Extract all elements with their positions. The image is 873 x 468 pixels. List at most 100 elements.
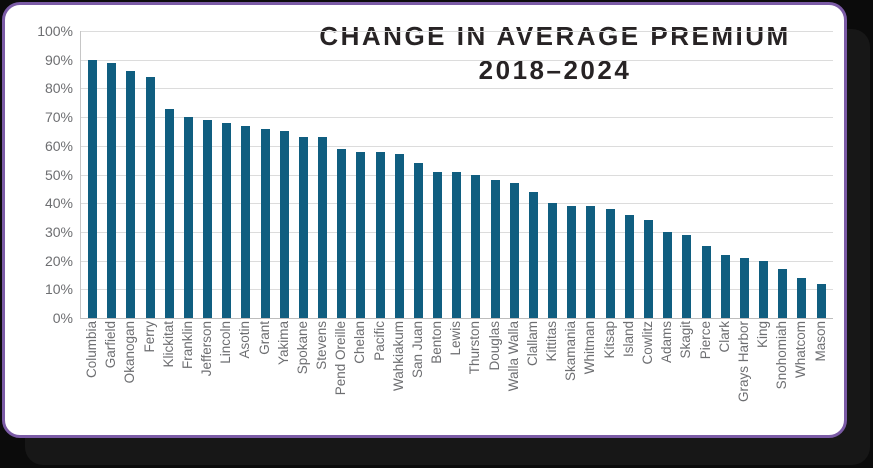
x-label-cell-franklin: Franklin <box>179 321 195 370</box>
bar-asotin <box>241 125 251 318</box>
bar-series <box>81 31 833 318</box>
bar-clark <box>720 254 730 318</box>
x-label-cell-island: Island <box>620 321 636 358</box>
x-label-jefferson: Jefferson <box>199 321 215 377</box>
bar-pacific <box>375 151 385 318</box>
x-label-cell-king: King <box>755 321 771 349</box>
x-label-pierce: Pierce <box>697 321 713 360</box>
gridline-80 <box>81 88 833 90</box>
y-tick-50: 50% <box>44 166 73 183</box>
x-label-cell-klickitat: Klickitat <box>160 321 176 368</box>
bar-adams <box>663 231 673 318</box>
x-label-cell-clallam: Clallam <box>525 321 540 366</box>
y-tick-70: 70% <box>44 109 73 126</box>
x-label-cell-kitsap: Kitsap <box>602 321 617 359</box>
x-label-cell-pierce: Pierce <box>697 321 713 360</box>
x-label-cell-clark: Clark <box>716 321 732 353</box>
x-label-snohomiah: Snohomiah <box>774 321 790 390</box>
x-label-cell-skamania: Skamania <box>563 321 579 382</box>
x-label-lewis: Lewis <box>448 321 464 356</box>
x-label-cell-lincoln: Lincoln <box>218 321 234 364</box>
x-label-asotin: Asotin <box>237 321 253 359</box>
x-label-cell-kittitas: Kittitas <box>544 321 559 362</box>
bar-clallam <box>528 191 538 318</box>
bar-wahkiakum <box>394 154 404 318</box>
x-label-franklin: Franklin <box>179 321 195 370</box>
x-label-thurston: Thurston <box>467 321 483 375</box>
bar-grays-harbor <box>739 257 749 318</box>
x-label-garfield: Garfield <box>103 321 119 369</box>
bar-king <box>759 260 769 318</box>
gridline-70 <box>81 117 833 119</box>
x-label-cell-benton: Benton <box>429 321 445 364</box>
x-label-cell-ferry: Ferry <box>141 321 157 353</box>
y-tick-80: 80% <box>44 80 73 97</box>
bar-pierce <box>701 246 711 318</box>
x-label-cowlitz: Cowlitz <box>639 321 655 365</box>
x-label-cell-asotin: Asotin <box>237 321 253 359</box>
bar-kitsap <box>605 208 615 318</box>
x-label-cell-mason: Mason <box>813 321 828 362</box>
x-label-pend-oreille: Pend Oreille <box>333 321 349 396</box>
x-axis-category-labels: Columbia Garfield Okanogan Ferry Klickitat Fr… <box>80 321 832 439</box>
x-label-ferry: Ferry <box>141 321 157 353</box>
x-label-king: King <box>755 321 771 349</box>
x-label-san-juan: San Juan <box>409 321 425 379</box>
x-label-cell-garfield: Garfield <box>103 321 119 369</box>
x-label-walla-walla: Walla Walla <box>505 321 521 392</box>
x-label-okanogan: Okanogan <box>122 321 138 384</box>
x-label-skamania: Skamania <box>563 321 579 382</box>
x-label-cell-douglas: Douglas <box>486 321 502 371</box>
x-label-grant: Grant <box>256 321 272 355</box>
x-label-columbia: Columbia <box>84 321 99 379</box>
x-label-cell-whatcom: Whatcom <box>793 321 808 378</box>
bar-benton <box>433 171 443 318</box>
bar-lincoln <box>222 122 232 318</box>
x-label-grays-harbor: Grays Harbor <box>735 321 751 403</box>
bar-stevens <box>318 137 328 318</box>
x-label-cell-skagit: Skagit <box>678 321 693 359</box>
gridline-60 <box>81 145 833 147</box>
x-label-cell-stevens: Stevens <box>314 321 329 370</box>
gridline-90 <box>81 59 833 61</box>
x-label-cell-pend-oreille: Pend Oreille <box>333 321 349 396</box>
bar-columbia <box>88 59 97 318</box>
y-tick-20: 20% <box>44 252 73 269</box>
x-label-cell-grant: Grant <box>256 321 272 355</box>
x-label-adams: Adams <box>659 321 675 364</box>
bar-jefferson <box>203 119 213 318</box>
plot-area: 100% 90% 80% 70% 60% 50% 40% 30% 20% 10% 0% <box>37 23 833 326</box>
x-label-cell-grays-harbor: Grays Harbor <box>735 321 751 403</box>
bar-spokane <box>298 137 308 318</box>
bar-san-juan <box>413 163 423 318</box>
x-label-wahkiakum: Wahkiakum <box>390 321 406 392</box>
y-tick-60: 60% <box>44 137 73 154</box>
chart-card: CHANGE IN AVERAGE PREMIUM 2018–2024 100%… <box>2 2 847 438</box>
x-label-douglas: Douglas <box>486 321 502 371</box>
x-label-cell-snohomiah: Snohomiah <box>774 321 790 390</box>
x-label-cell-okanogan: Okanogan <box>122 321 138 384</box>
gridline-0 <box>81 318 833 319</box>
bar-chelan <box>356 151 366 318</box>
bar-klickitat <box>164 108 174 318</box>
x-label-chelan: Chelan <box>352 321 368 364</box>
bar-kittitas <box>548 203 558 318</box>
x-label-cell-jefferson: Jefferson <box>199 321 215 377</box>
x-label-cell-whitman: Whitman <box>582 321 598 375</box>
x-label-benton: Benton <box>429 321 445 364</box>
bar-skagit <box>682 234 692 318</box>
x-label-pacific: Pacific <box>371 321 387 361</box>
x-label-lincoln: Lincoln <box>218 321 234 364</box>
x-label-cell-walla-walla: Walla Walla <box>505 321 521 392</box>
x-label-cell-yakima: Yakima <box>276 321 291 365</box>
x-label-clark: Clark <box>716 321 732 353</box>
x-label-island: Island <box>620 321 636 358</box>
bar-douglas <box>490 180 500 318</box>
x-label-klickitat: Klickitat <box>160 321 176 368</box>
chart-title-line1: CHANGE IN AVERAGE PREMIUM <box>319 21 791 51</box>
bar-okanogan <box>126 71 136 318</box>
x-label-spokane: Spokane <box>294 321 310 375</box>
x-label-cell-pacific: Pacific <box>371 321 387 361</box>
x-label-whitman: Whitman <box>582 321 598 375</box>
